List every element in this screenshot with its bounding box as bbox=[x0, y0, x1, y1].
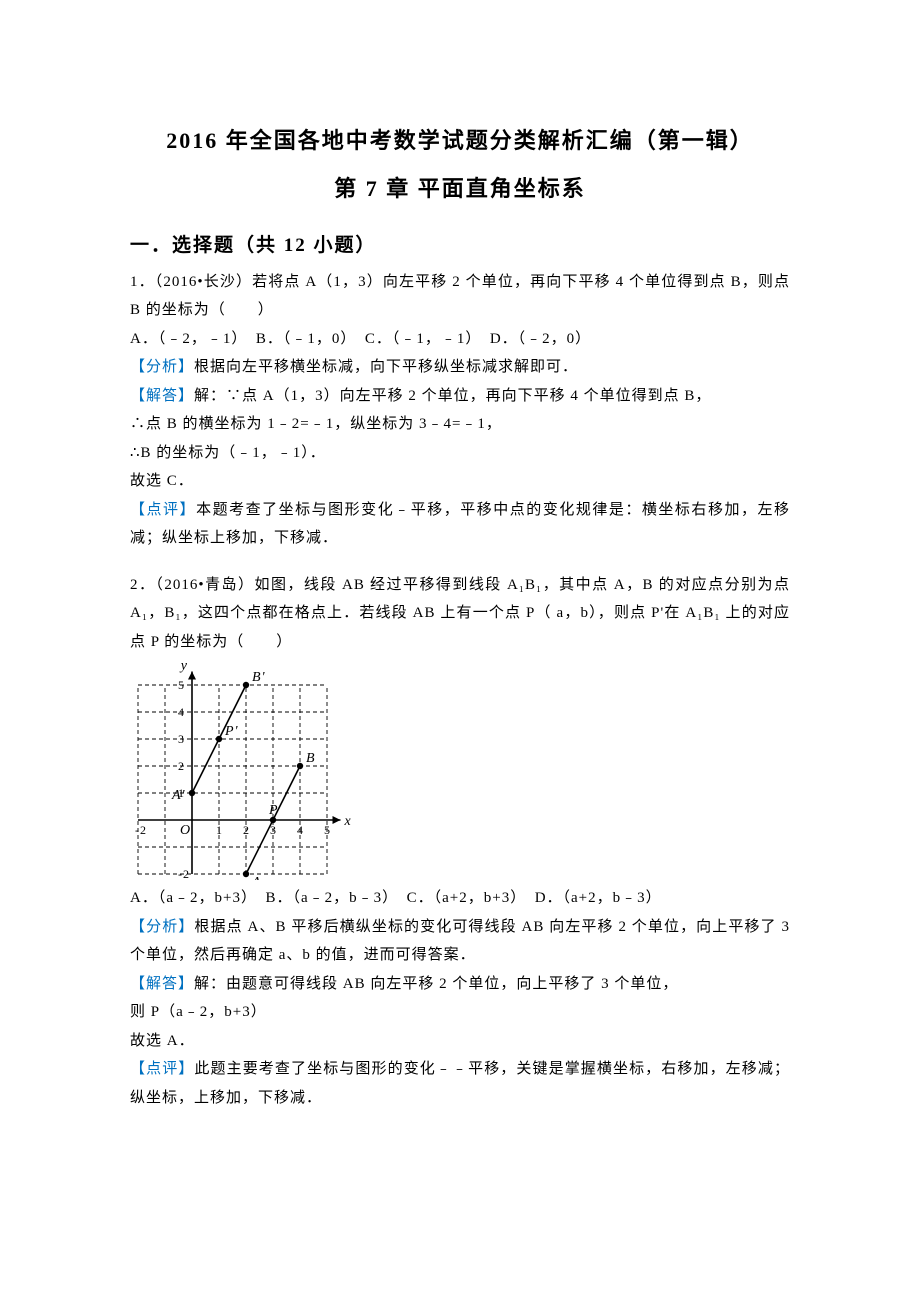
svg-text:-2: -2 bbox=[135, 823, 147, 837]
q2-answer-l2: 则 P（a﹣2，b+3） bbox=[130, 998, 790, 1027]
svg-text:O: O bbox=[180, 823, 191, 838]
q1-analysis: 【分析】根据向左平移横坐标减，向下平移纵坐标减求解即可． bbox=[130, 353, 790, 382]
q1-answer-l2: ∴点 B 的横坐标为 1﹣2=﹣1，纵坐标为 3﹣4=﹣1， bbox=[130, 410, 790, 439]
q2-analysis: 【分析】根据点 A、B 平移后横纵坐标的变化可得线段 AB 向左平移 2 个单位… bbox=[130, 913, 790, 970]
svg-text:-2: -2 bbox=[178, 867, 190, 880]
q1-answer-l3: ∴B 的坐标为（﹣1，﹣1）． bbox=[130, 439, 790, 468]
svg-text:A: A bbox=[251, 875, 262, 880]
q2-analysis-text: 根据点 A、B 平移后横纵坐标的变化可得线段 AB 向左平移 2 个单位，向上平… bbox=[130, 919, 790, 964]
q1-comment-text: 本题考查了坐标与图形变化﹣平移，平移中点的变化规律是：横坐标右移加，左移减；纵坐… bbox=[130, 502, 790, 547]
q1-answer-l4: 故选 C． bbox=[130, 467, 790, 496]
q1-analysis-text: 根据向左平移横坐标减，向下平移纵坐标减求解即可． bbox=[194, 359, 578, 375]
svg-text:P': P' bbox=[224, 724, 239, 739]
svg-text:A': A' bbox=[171, 788, 186, 803]
svg-text:P: P bbox=[268, 803, 279, 818]
svg-text:B': B' bbox=[252, 670, 266, 685]
comment-tag: 【点评】 bbox=[130, 502, 196, 518]
section-heading: 一．选择题（共 12 小题） bbox=[130, 228, 790, 264]
analysis-tag: 【分析】 bbox=[130, 919, 194, 935]
q1-stem: 1．（2016•长沙）若将点 A（1，3）向左平移 2 个单位，再向下平移 4 … bbox=[130, 268, 790, 325]
svg-text:3: 3 bbox=[178, 732, 185, 746]
comment-tag: 【点评】 bbox=[130, 1061, 194, 1077]
svg-text:2: 2 bbox=[243, 823, 250, 837]
q1-answer-l1: 【解答】解：∵点 A（1，3）向左平移 2 个单位，再向下平移 4 个单位得到点… bbox=[130, 382, 790, 411]
svg-text:2: 2 bbox=[178, 759, 185, 773]
q2-comment-text: 此题主要考查了坐标与图形的变化﹣﹣平移，关键是掌握横坐标，右移加，左移减；纵坐标… bbox=[130, 1061, 790, 1106]
svg-text:4: 4 bbox=[178, 705, 185, 719]
q2-stem: 2．（2016•青岛）如图，线段 AB 经过平移得到线段 A₁B₁，其中点 A，… bbox=[130, 571, 790, 657]
q1-options: A．（﹣2，﹣1） B．（﹣1，0） C．（﹣1，﹣1） D．（﹣2，0） bbox=[130, 325, 790, 354]
svg-text:5: 5 bbox=[178, 678, 185, 692]
q2-figure: xyO-212345-212345ABA'B'PP' bbox=[130, 660, 790, 880]
answer-tag: 【解答】 bbox=[130, 976, 194, 992]
q1-answer-text1: 解：∵点 A（1，3）向左平移 2 个单位，再向下平移 4 个单位得到点 B， bbox=[194, 388, 711, 404]
q2-answer-text1: 解：由题意可得线段 AB 向左平移 2 个单位，向上平移了 3 个单位， bbox=[194, 976, 678, 992]
svg-text:5: 5 bbox=[324, 823, 331, 837]
page-title-2: 第 7 章 平面直角坐标系 bbox=[130, 168, 790, 210]
analysis-tag: 【分析】 bbox=[130, 359, 194, 375]
svg-text:1: 1 bbox=[216, 823, 223, 837]
q2-answer-l3: 故选 A． bbox=[130, 1027, 790, 1056]
answer-tag: 【解答】 bbox=[130, 388, 194, 404]
svg-text:y: y bbox=[179, 660, 188, 674]
q2-answer-l1: 【解答】解：由题意可得线段 AB 向左平移 2 个单位，向上平移了 3 个单位， bbox=[130, 970, 790, 999]
svg-text:x: x bbox=[344, 814, 352, 829]
page-title-1: 2016 年全国各地中考数学试题分类解析汇编（第一辑） bbox=[130, 120, 790, 162]
q1-comment: 【点评】本题考查了坐标与图形变化﹣平移，平移中点的变化规律是：横坐标右移加，左移… bbox=[130, 496, 790, 553]
q2-options: A．（a﹣2，b+3） B．（a﹣2，b﹣3） C．（a+2，b+3） D．（a… bbox=[130, 884, 790, 913]
q2-comment: 【点评】此题主要考查了坐标与图形的变化﹣﹣平移，关键是掌握横坐标，右移加，左移减… bbox=[130, 1055, 790, 1112]
svg-text:4: 4 bbox=[297, 823, 304, 837]
svg-text:B: B bbox=[306, 751, 316, 766]
